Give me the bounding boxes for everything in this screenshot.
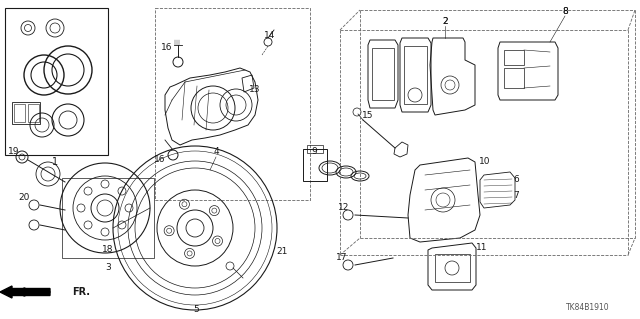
Text: 1: 1 [52,157,58,167]
Bar [155,8,310,200]
FancyArrow shape [0,286,50,298]
Bar [372,48,394,100]
Bar [504,68,524,88]
Text: 15: 15 [362,110,374,120]
Text: 20: 20 [19,192,29,202]
Bar [307,145,323,153]
Text: 21: 21 [276,248,288,256]
Bar [62,178,154,258]
Text: 11: 11 [476,243,488,253]
Text: 5: 5 [193,306,199,315]
Text: 13: 13 [249,85,260,94]
Bar [504,50,524,65]
Text: 14: 14 [264,31,276,40]
Text: 19: 19 [8,147,20,157]
Bar [404,46,427,104]
Text: 18: 18 [102,246,114,255]
Bar [435,254,470,282]
Text: 9: 9 [311,147,317,157]
Text: 12: 12 [339,203,349,211]
Text: 4: 4 [213,147,219,157]
Bar [14,104,25,122]
Text: FR.: FR. [72,287,90,297]
Text: 6: 6 [513,175,519,184]
Text: 2: 2 [442,18,448,26]
Text: 16: 16 [154,155,166,165]
Text: 3: 3 [105,263,111,272]
Bar [5,8,108,155]
Text: 8: 8 [562,8,568,17]
Text: 10: 10 [479,158,491,167]
Bar [28,104,39,122]
Text: 8: 8 [562,8,568,17]
Text: 7: 7 [513,190,519,199]
Bar [12,102,40,124]
Text: 2: 2 [442,18,448,26]
Text: 16: 16 [161,43,173,53]
Text: 17: 17 [336,254,348,263]
Bar [303,149,327,181]
Text: TK84B1910: TK84B1910 [566,303,610,313]
